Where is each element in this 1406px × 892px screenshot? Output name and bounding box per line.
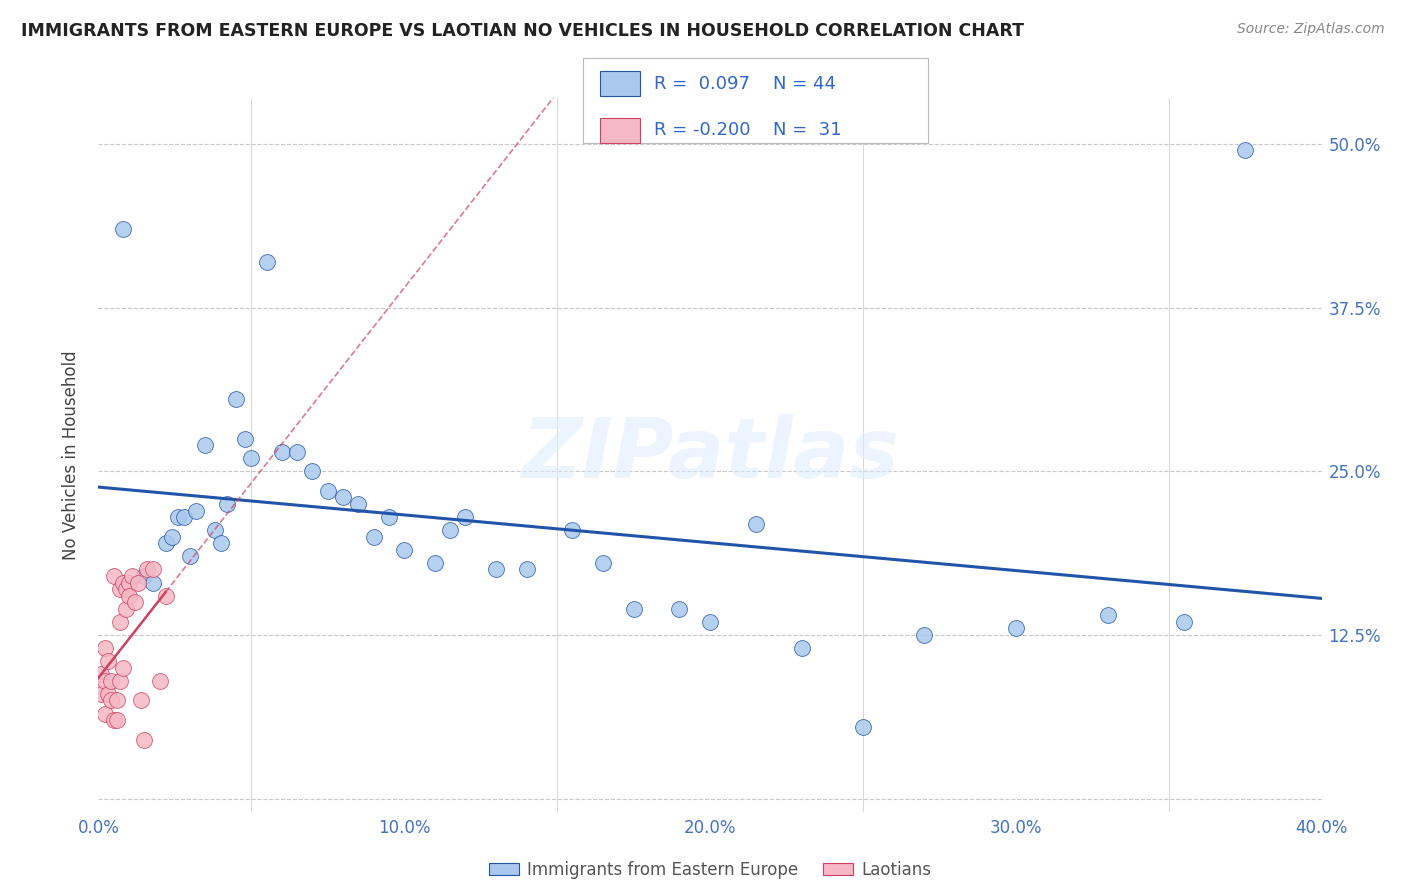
Point [97, 687, 120, 701]
Point [115, 582, 138, 596]
Point [93, 706, 115, 721]
Point [103, 713, 125, 727]
Point [256, 254, 278, 268]
Point [561, 523, 583, 537]
Point [134, 732, 156, 747]
Point [225, 392, 247, 407]
Point [142, 562, 165, 576]
Point [623, 601, 645, 615]
Point [103, 569, 125, 583]
Point [285, 444, 308, 458]
Point [105, 693, 128, 707]
Point [1173, 615, 1195, 629]
Text: R = -0.200: R = -0.200 [654, 121, 751, 139]
Point [115, 601, 138, 615]
Point [485, 562, 508, 576]
Point [111, 661, 134, 675]
Point [1004, 621, 1026, 635]
Point [378, 510, 401, 524]
Point [745, 516, 768, 531]
Point [912, 628, 935, 642]
Text: ZIPatlas: ZIPatlas [522, 415, 898, 495]
Point [186, 503, 208, 517]
Point [423, 556, 446, 570]
Point [142, 575, 165, 590]
Point [129, 693, 152, 707]
Point [93, 673, 115, 688]
Point [105, 713, 128, 727]
Point [111, 222, 134, 236]
Point [108, 582, 131, 596]
Point [592, 556, 614, 570]
Point [516, 562, 538, 576]
Text: N =  31: N = 31 [773, 121, 842, 139]
Legend: Immigrants from Eastern Europe, Laotians: Immigrants from Eastern Europe, Laotians [482, 855, 938, 886]
Point [136, 562, 159, 576]
Point [167, 510, 190, 524]
Point [790, 641, 813, 656]
Point [454, 510, 477, 524]
Text: R =  0.097: R = 0.097 [654, 75, 749, 93]
Point [204, 523, 226, 537]
Point [160, 530, 183, 544]
Point [179, 549, 201, 564]
Point [1234, 144, 1257, 158]
Point [668, 601, 690, 615]
Point [134, 569, 156, 583]
Point [127, 575, 149, 590]
Point [316, 483, 339, 498]
Point [699, 615, 721, 629]
Point [155, 589, 177, 603]
Point [90, 667, 112, 681]
Point [121, 569, 143, 583]
Point [118, 575, 141, 590]
Point [301, 464, 323, 478]
Point [124, 595, 146, 609]
Point [347, 497, 370, 511]
Point [155, 536, 177, 550]
Point [194, 438, 217, 452]
Point [363, 530, 385, 544]
Point [93, 641, 115, 656]
Point [118, 589, 141, 603]
Point [108, 615, 131, 629]
Point [97, 654, 120, 668]
Y-axis label: No Vehicles in Household: No Vehicles in Household [62, 350, 80, 560]
Point [90, 687, 112, 701]
Point [332, 491, 354, 505]
Point [270, 444, 292, 458]
Point [852, 720, 875, 734]
Point [100, 673, 122, 688]
Point [439, 523, 461, 537]
Text: Source: ZipAtlas.com: Source: ZipAtlas.com [1237, 22, 1385, 37]
Point [215, 497, 238, 511]
Point [1097, 608, 1119, 623]
Point [100, 693, 122, 707]
Point [108, 673, 131, 688]
Point [149, 673, 172, 688]
Point [240, 451, 263, 466]
Point [233, 432, 256, 446]
Point [209, 536, 232, 550]
Text: N = 44: N = 44 [773, 75, 837, 93]
Point [111, 575, 134, 590]
Point [173, 510, 195, 524]
Point [392, 542, 416, 557]
Text: IMMIGRANTS FROM EASTERN EUROPE VS LAOTIAN NO VEHICLES IN HOUSEHOLD CORRELATION C: IMMIGRANTS FROM EASTERN EUROPE VS LAOTIA… [21, 22, 1024, 40]
